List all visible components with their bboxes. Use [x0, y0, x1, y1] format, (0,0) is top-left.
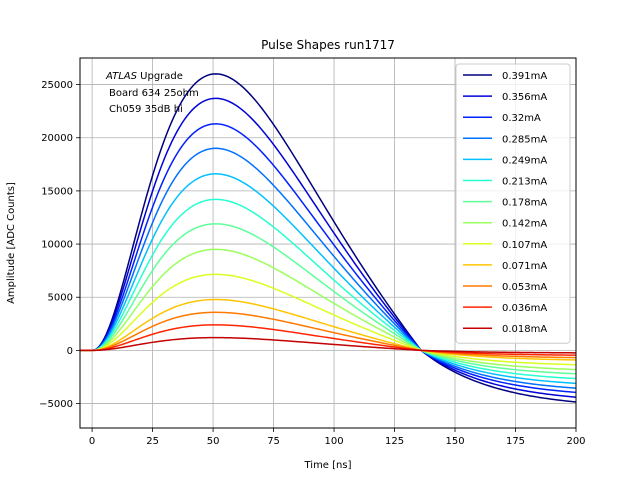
- legend-label: 0.356mA: [502, 92, 547, 103]
- legend-label: 0.249mA: [502, 155, 547, 166]
- series-line-0.249mA: [80, 173, 576, 385]
- x-tick-label: 150: [445, 436, 464, 447]
- series-lines: [80, 73, 576, 403]
- legend-label: 0.285mA: [502, 134, 547, 145]
- series-line-0.053mA: [80, 311, 576, 359]
- annotation-line-1: ATLAS Upgrade: [105, 71, 183, 82]
- y-tick-label: 10000: [41, 240, 73, 251]
- series-line-0.32mA: [80, 123, 576, 394]
- x-tick-label: 75: [267, 436, 280, 447]
- x-tick-label: 175: [506, 436, 525, 447]
- y-tick-label: 5000: [48, 293, 73, 304]
- annotation-upgrade: Upgrade: [137, 71, 183, 82]
- legend-label: 0.018mA: [502, 324, 547, 335]
- series-line-0.356mA: [80, 97, 576, 398]
- legend-box: [455, 63, 571, 344]
- chart-title: Pulse Shapes run1717: [261, 38, 395, 52]
- series-line-0.391mA: [80, 73, 576, 403]
- series-line-0.142mA: [80, 248, 576, 371]
- legend-label: 0.213mA: [502, 177, 547, 188]
- x-tick-label: 200: [566, 436, 585, 447]
- legend-label: 0.036mA: [502, 303, 547, 314]
- series-line-0.036mA: [80, 324, 576, 356]
- y-axis-label: Amplitude [ADC Counts]: [6, 182, 17, 304]
- y-tick-label: 0: [67, 346, 73, 357]
- annotation-line-2: Board 634 25ohm: [109, 88, 199, 99]
- x-axis-label: Time [ns]: [303, 460, 351, 471]
- legend-label: 0.142mA: [502, 219, 547, 230]
- series-line-0.018mA: [80, 336, 576, 354]
- legend: 0.391mA 0.356mA 0.32mA 0.285mA 0.249mA 0.213m…: [455, 63, 571, 344]
- series-line-0.071mA: [80, 298, 576, 361]
- series-line-0.107mA: [80, 273, 576, 366]
- plot-frame: [79, 57, 577, 429]
- y-tick-label: −5000: [39, 399, 73, 410]
- y-tick-label: 20000: [41, 133, 73, 144]
- axis-ticks: 0 25 50 75 100 125 150 175 200 −5000 0 5000 10000 150…: [39, 80, 585, 447]
- x-tick-label: 25: [146, 436, 159, 447]
- legend-label: 0.178mA: [502, 198, 547, 209]
- legend-label: 0.107mA: [502, 240, 547, 251]
- series-line-0.178mA: [80, 223, 576, 375]
- y-tick-label: 25000: [41, 80, 73, 91]
- annotation-atlas: ATLAS: [105, 71, 138, 82]
- y-tick-label: 15000: [41, 186, 73, 197]
- annotation-line-3: Ch059 35dB hi: [109, 104, 183, 115]
- legend-label: 0.053mA: [502, 282, 547, 293]
- x-tick-label: 125: [385, 436, 404, 447]
- x-tick-label: 100: [325, 436, 344, 447]
- legend-label: 0.32mA: [502, 113, 541, 124]
- x-tick-label: 0: [89, 436, 95, 447]
- x-tick-label: 50: [207, 436, 220, 447]
- legend-label: 0.391mA: [502, 71, 547, 82]
- series-line-0.285mA: [80, 147, 576, 389]
- series-line-0.213mA: [80, 198, 576, 380]
- legend-label: 0.071mA: [502, 261, 547, 272]
